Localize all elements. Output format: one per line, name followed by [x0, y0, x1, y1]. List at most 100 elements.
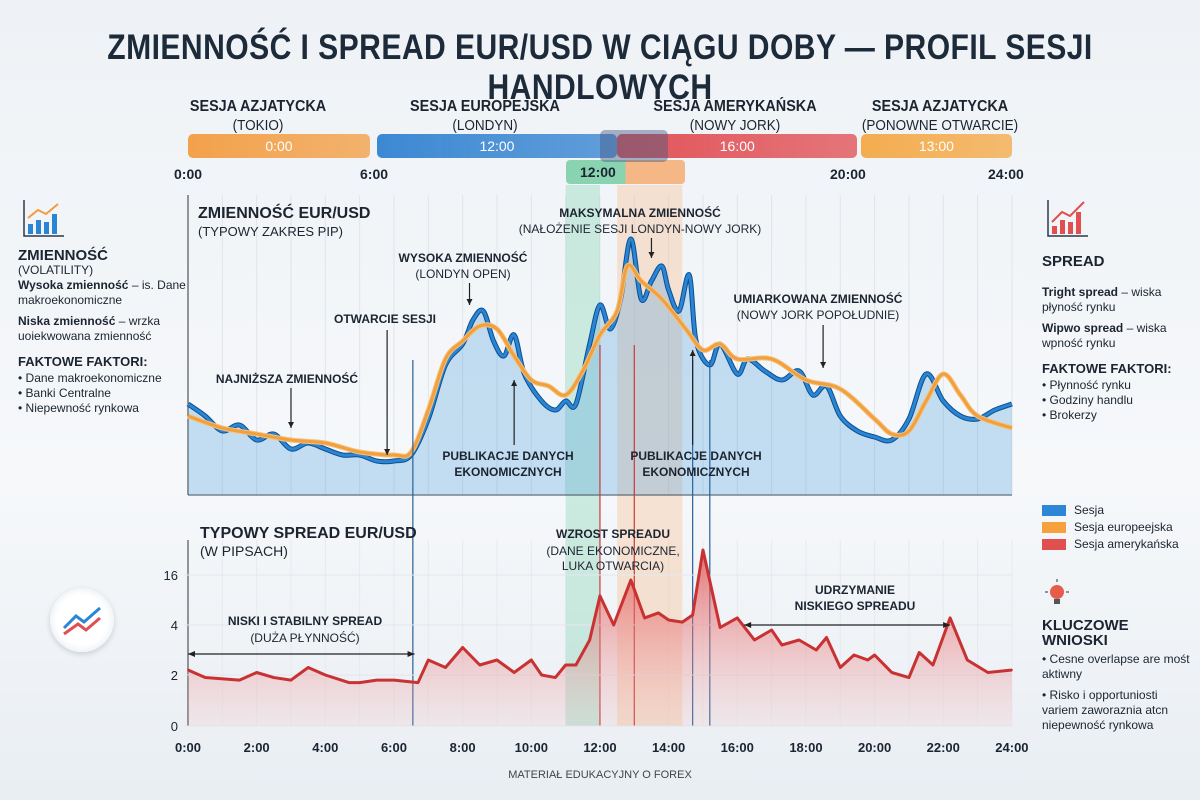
spread-area — [188, 550, 1012, 726]
spread-point — [667, 619, 670, 621]
arrow-head — [943, 622, 951, 628]
spread-point — [187, 669, 189, 671]
spread-point — [890, 671, 893, 674]
spread-point — [612, 624, 615, 626]
session-bar: 0:00 — [188, 134, 370, 158]
session-name: SESJA AZJATYCKA — [871, 98, 1009, 115]
annotation-text: NAJNIŻSZA ZMIENNOŚĆ — [216, 371, 359, 386]
low-text: – wrzka uoiekwowana zmienność — [18, 314, 161, 343]
spread-point — [873, 654, 876, 656]
left-panel: ZMIENNOŚĆ (VOLATILITY) Wysoka zmienność … — [18, 198, 193, 416]
session-header: SESJA EUROPEJSKA (LONDYN) — [395, 97, 575, 135]
low-label: Niska zmienność — [18, 314, 116, 328]
legend-label: Sesja — [1074, 503, 1105, 517]
spread-point — [478, 664, 481, 666]
wide-label: Wipwo spread — [1042, 321, 1124, 335]
lightbulb-icon — [1045, 579, 1069, 604]
spread-point — [324, 674, 327, 676]
legend-item: Sesja amerykańska — [1042, 536, 1179, 553]
legend-item: Sesja europeejska — [1042, 519, 1179, 536]
spread-point — [657, 611, 660, 614]
session-header: SESJA AMERYKAŃSKA (NOWY JORK) — [645, 97, 825, 135]
spread-point — [427, 659, 430, 661]
spread-point — [770, 629, 773, 631]
takeaway-item: Cesne overlapse are mośt aktiwny — [1042, 652, 1192, 682]
annotation-text: (NOWY JORK POPOŁUDNIE) — [737, 308, 899, 322]
spread-point — [307, 666, 310, 669]
x-tick-label: 14:00 — [652, 740, 685, 755]
bar-chart-icon — [23, 200, 64, 237]
spread-point — [238, 679, 241, 682]
legend-item: Sesja — [1042, 502, 1179, 519]
session-name: SESJA AZJATYCKA — [189, 98, 327, 115]
session-sub: (TOKIO) — [232, 117, 284, 134]
legend-swatch — [1042, 505, 1066, 516]
y-tick-label: 16 — [164, 568, 178, 583]
factors-heading: FAKTOWE FAKTORI: — [1042, 361, 1172, 376]
session-header: SESJA AZJATYCKA (TOKIO) — [168, 97, 348, 135]
spread-point — [1010, 669, 1013, 671]
page-title: ZMIENNOŚĆ I SPREAD EUR/USD W CIĄGU DOBY … — [107, 28, 1093, 107]
y-tick-label: 0 — [171, 719, 178, 734]
y-tick-label: 4 — [171, 618, 178, 633]
overlap-box — [566, 160, 685, 184]
spread-point — [931, 664, 934, 666]
right-heading: SPREAD — [1042, 253, 1105, 270]
spread-point — [461, 646, 464, 649]
spread-point — [289, 679, 292, 682]
x-tick-label: 2:00 — [244, 740, 270, 755]
volatility-series-orange — [187, 263, 1013, 458]
factor-item: Godziny handlu — [1042, 393, 1192, 408]
x-tick-label: 4:00 — [312, 740, 338, 755]
session-name: SESJA AMERYKAŃSKA — [653, 98, 817, 115]
spread-point — [719, 626, 722, 629]
footer: MATERIAŁ EDUKACYJNY O FOREX — [508, 769, 692, 781]
spread-point — [392, 679, 395, 682]
spread-point — [736, 616, 739, 619]
factors-heading: FAKTOWE FAKTORI: — [18, 354, 148, 369]
spread-point — [691, 614, 694, 616]
volatility-series-blue — [187, 237, 1013, 464]
tight-text: – wiska płyność rynku — [1042, 285, 1162, 314]
arrow-head — [384, 449, 391, 455]
takeaways-panel: KLUCZOWE WNIOSKI Cesne overlapse are moś… — [1042, 578, 1192, 733]
time-label: 20:00 — [830, 166, 866, 182]
annotation-text: (LONDYN OPEN) — [415, 267, 510, 281]
trend-badge-icon — [50, 588, 114, 652]
spread-point — [839, 666, 842, 669]
annotation-text: UMIARKOWANA ZMIENNOŚĆ — [734, 291, 903, 306]
session-sub: (PONOWNE OTWARCIE) — [861, 117, 1019, 134]
arrow-head — [511, 380, 518, 386]
spread-point — [348, 681, 351, 684]
spread-point — [255, 671, 258, 674]
chart-subtitle: (TYPOWY ZAKRES PIP) — [198, 224, 343, 239]
annotation-text: PUBLIKACJE DANYCH — [630, 449, 761, 463]
time-label: 0:00 — [174, 166, 203, 182]
x-tick-label: 20:00 — [858, 740, 891, 755]
session-name: SESJA EUROPEJSKA — [410, 98, 560, 115]
annotation-text: NISKI I STABILNY SPREAD — [228, 614, 383, 628]
spread-point — [629, 579, 632, 581]
spread-point — [417, 681, 420, 684]
spread-point — [495, 659, 498, 661]
annotation-text: (NAŁOŻENIE SESJI LONDYN-NOWY JORK) — [519, 222, 761, 236]
chart-title: ZMIENNOŚĆ EUR/USD — [198, 203, 370, 222]
x-tick-label: 0:00 — [175, 740, 201, 755]
annotation-text: PUBLIKACJE DANYCH — [442, 449, 573, 463]
annotation-text: EKONOMICZNYCH — [454, 465, 561, 479]
arrow-head — [744, 622, 752, 628]
spread-point — [753, 639, 756, 641]
session-bar: 12:00 — [376, 134, 618, 158]
left-heading: ZMIENNOŚĆ — [18, 247, 108, 264]
takeaways-heading: KLUCZOWE WNIOSKI — [1042, 617, 1129, 649]
factor-item: Płynność rynku — [1042, 378, 1192, 393]
arrow-head — [407, 651, 415, 657]
spread-point — [530, 659, 533, 661]
annotation-text: WZROST SPREADU — [556, 527, 670, 541]
spread-point — [825, 636, 828, 639]
spread-point — [907, 676, 910, 679]
spread-point — [358, 681, 361, 684]
spread-point — [918, 651, 921, 654]
arrow-head — [689, 350, 696, 356]
session-sub: (LONDYN) — [452, 117, 518, 134]
